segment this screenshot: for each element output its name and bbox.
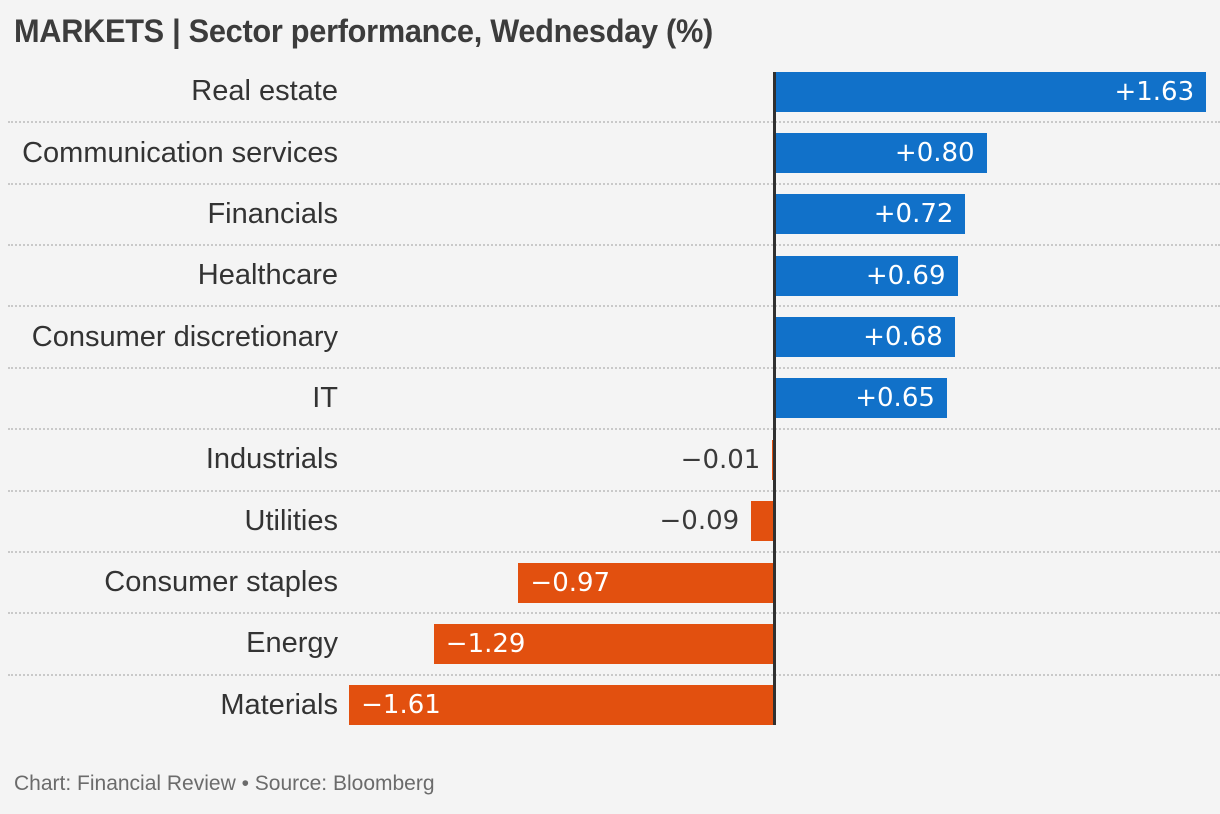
row-separator <box>8 182 1220 185</box>
bar-materials: −1.61 <box>349 685 775 726</box>
value-label: −1.29 <box>445 628 526 659</box>
row-separator <box>8 244 1220 247</box>
value-label: −0.97 <box>530 567 611 598</box>
bar-financials: +0.72 <box>775 194 966 235</box>
chart-row: Utilities −0.09 <box>0 489 1220 552</box>
bar-it: +0.65 <box>775 378 947 419</box>
chart-row: Materials −1.61 <box>0 673 1220 736</box>
chart-title: MARKETS | Sector performance, Wednesday … <box>14 13 713 49</box>
chart-row: Financials +0.72 <box>0 182 1220 245</box>
category-label: Financials <box>207 197 338 230</box>
chart-plot-area: Real estate +1.63 Communication services +0… <box>0 61 1220 736</box>
chart-row: Healthcare +0.69 <box>0 244 1220 306</box>
row-separator <box>8 612 1220 615</box>
value-label: +0.72 <box>873 199 954 230</box>
bar-consumer-discretionary: +0.68 <box>775 317 955 358</box>
row-separator <box>8 366 1220 369</box>
value-label: +0.69 <box>865 260 946 291</box>
category-label: Consumer discretionary <box>31 320 338 353</box>
value-label: −0.09 <box>659 506 740 537</box>
value-label: +0.80 <box>894 138 975 169</box>
value-label: −0.01 <box>680 444 761 475</box>
value-label: −1.61 <box>361 690 441 721</box>
row-separator <box>8 489 1220 492</box>
chart-row: Energy −1.29 <box>0 612 1220 674</box>
value-label: +1.63 <box>1114 76 1195 107</box>
row-separator <box>8 121 1220 124</box>
chart-row: Consumer discretionary +0.68 <box>0 305 1220 367</box>
chart-row: Communication services +0.80 <box>0 121 1220 183</box>
chart-row: Consumer staples −0.97 <box>0 550 1220 613</box>
row-separator <box>8 305 1220 308</box>
value-label: +0.65 <box>855 383 935 414</box>
category-label: Utilities <box>244 504 338 537</box>
bar-consumer-staples: −0.97 <box>518 562 775 603</box>
chart-attribution: Chart: Financial Review • Source: Bloomb… <box>14 772 435 795</box>
row-separator <box>8 428 1220 431</box>
bar-healthcare: +0.69 <box>775 255 958 296</box>
chart-row: Real estate +1.63 <box>0 61 1220 122</box>
category-label: IT <box>312 381 338 414</box>
row-separator <box>8 673 1220 676</box>
bar-communication-services: +0.80 <box>775 133 987 174</box>
category-label: Communication services <box>22 136 338 169</box>
category-label: Real estate <box>191 75 338 108</box>
bar-utilities <box>751 501 775 542</box>
category-label: Industrials <box>205 443 338 476</box>
category-label: Materials <box>220 688 338 721</box>
category-label: Consumer staples <box>104 566 338 599</box>
chart-row: Industrials −0.01 <box>0 428 1220 490</box>
zero-baseline <box>773 72 776 725</box>
value-label: +0.68 <box>863 322 943 353</box>
chart-row: IT +0.65 <box>0 366 1220 429</box>
category-label: Energy <box>246 627 338 660</box>
row-separator <box>8 550 1220 553</box>
bar-energy: −1.29 <box>433 623 775 664</box>
category-label: Healthcare <box>197 259 338 292</box>
bar-real-estate: +1.63 <box>775 71 1207 112</box>
